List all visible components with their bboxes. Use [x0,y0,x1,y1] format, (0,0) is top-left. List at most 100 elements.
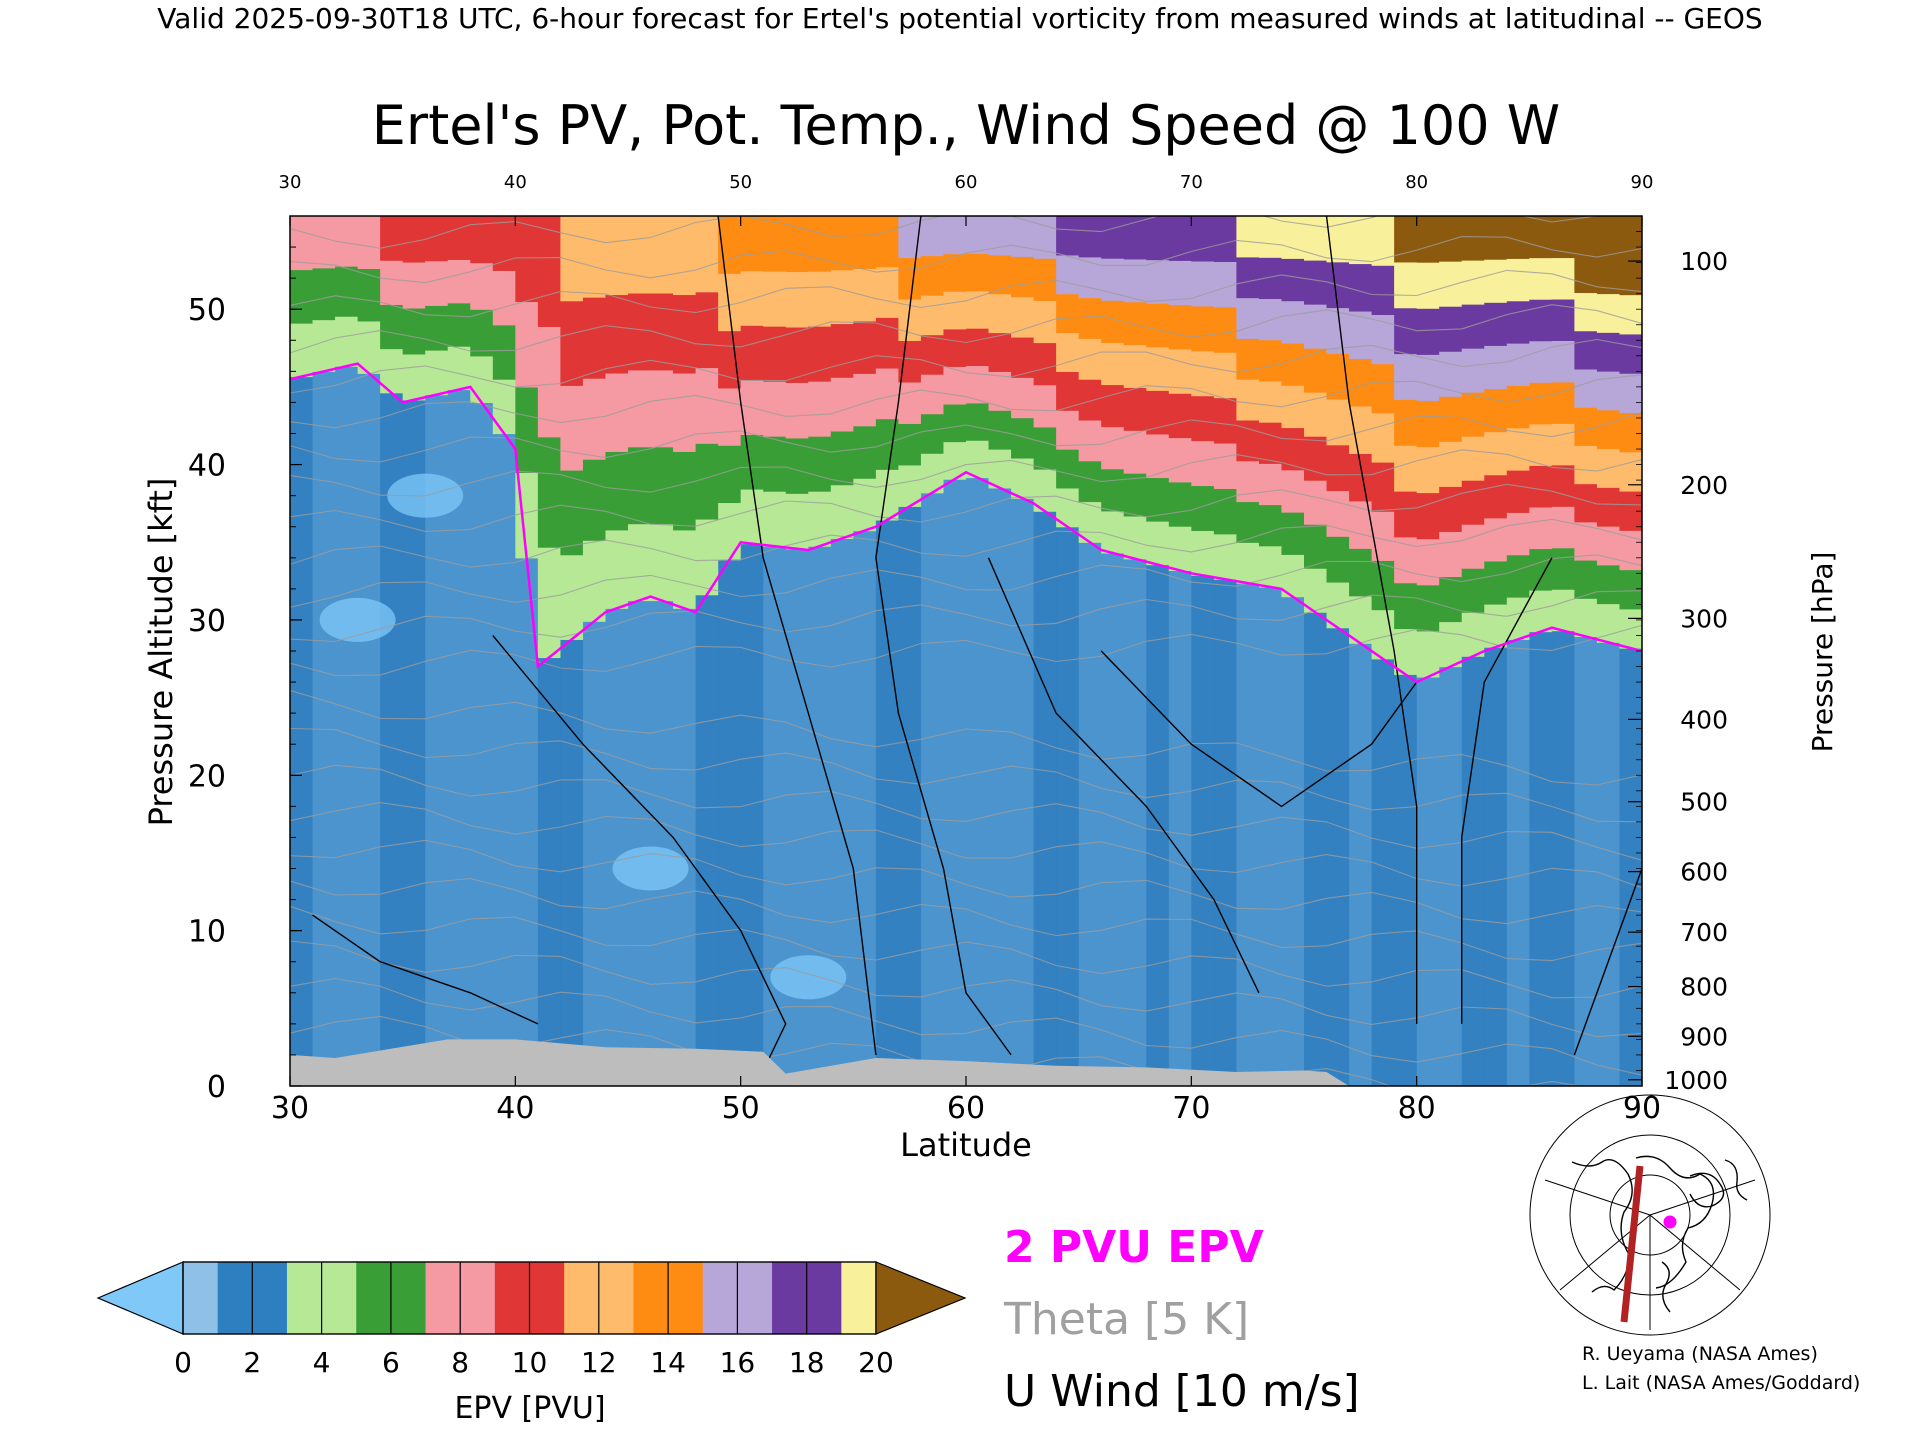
colorbar-tick-label: 4 [313,1346,331,1379]
pv-band [1281,554,1305,598]
pv-tropo-column [1484,647,1508,1086]
colorbar-segment [806,1262,842,1334]
pv-band [1371,363,1395,414]
pv-band [1619,373,1642,414]
pv-band [740,488,764,545]
y-tick-label: 0 [207,1070,226,1105]
pv-band [1596,371,1621,411]
pv-band [1529,506,1553,550]
pv-band [785,437,809,494]
pv-band [1146,390,1170,435]
pv-tropo-column [290,376,314,1086]
pv-band [718,445,742,504]
pv-band [673,451,697,531]
pv-band [988,332,1012,372]
pv-band [1349,500,1373,549]
pv-band [966,253,990,292]
pv-band [1596,526,1621,566]
colorbar-max-extension [875,1261,967,1335]
wind-contour [1100,650,1418,808]
pv-band [1304,524,1328,569]
theta-contour [290,412,1642,463]
pv-band [537,547,561,659]
pv-band [470,262,494,310]
pressure-tick-label: 400 [1680,705,1728,734]
pv-band [1574,521,1598,561]
pv-band [1033,258,1057,301]
pv-band [740,325,764,381]
pv-tropo-column [943,479,967,1086]
pv-band [1123,344,1147,388]
pv-band [1101,216,1125,259]
colorbar-segment [390,1262,427,1334]
theta-contour [290,304,1642,354]
pv-tropo-column [1349,643,1373,1086]
pressure-tick-label: 300 [1680,604,1728,633]
pv-tropo-column [1394,674,1418,1086]
pv-band [1236,297,1260,339]
pv-band [605,529,629,609]
pv-band [673,216,697,296]
pv-band [1236,256,1260,299]
pv-band [1371,412,1395,463]
colorbar-segment [772,1262,807,1334]
valid-time-header: Valid 2025-09-30T18 UTC, 6-hour forecast… [157,2,1762,35]
y-tick-label: 40 [188,449,226,484]
pv-band [1213,216,1237,262]
theta-contour [290,483,1642,532]
pv-band [560,470,584,556]
pressure-tick-label: 900 [1680,1022,1728,1051]
colorbar-segments [182,1261,877,1335]
pv-band [1484,604,1508,648]
pv-band [763,216,787,272]
right-axis-label: Pressure [hPa] [1806,552,1839,753]
pv-tropo-column [628,600,652,1086]
pv-band [650,216,674,294]
pv-band [920,453,945,494]
pv-band [1506,258,1530,302]
pv-tropo-column [1011,498,1035,1086]
pv-band [1551,298,1575,341]
pv-band [1078,338,1102,380]
y-tick-label: 30 [188,604,226,639]
pv-band [740,216,764,272]
pv-band [966,216,990,254]
pv-band [1033,384,1057,428]
pressure-tick-label: 200 [1680,471,1728,500]
pv-band [1416,492,1440,540]
pv-band [1258,422,1283,464]
pv-band [1416,354,1440,401]
pv-band [1011,256,1035,298]
pv-band [1056,254,1080,295]
pv-band [988,216,1012,256]
pv-band [312,216,336,269]
pv-band [628,523,652,602]
pv-tropo-column [605,608,629,1086]
pv-band [1213,442,1237,489]
pv-band [1101,510,1125,554]
pv-tropo-column [673,608,697,1086]
pv-band [1191,485,1215,531]
pv-band [1439,441,1463,487]
pv-band [1258,380,1283,423]
x-top-tick-label: 80 [1405,172,1428,193]
theta-contour [290,269,1642,318]
theta-contour [290,449,1642,497]
pv-band [290,216,314,271]
pv-band [1506,470,1530,513]
pv-band [1551,464,1575,507]
pv-band [312,267,336,321]
pv-tropo-column [1506,639,1530,1086]
colorbar-segment [183,1262,219,1334]
pv-band [673,294,697,374]
pv-band [1371,314,1395,365]
pv-band [853,373,877,427]
pv-band [357,268,381,322]
pv-band [1258,545,1283,588]
terrain-mask [290,1039,1642,1086]
pv-tropo-column [763,546,787,1086]
colorbar-segment [252,1262,288,1334]
pv-band [1551,506,1575,549]
pv-band [1011,417,1035,459]
pv-band [1056,332,1080,372]
